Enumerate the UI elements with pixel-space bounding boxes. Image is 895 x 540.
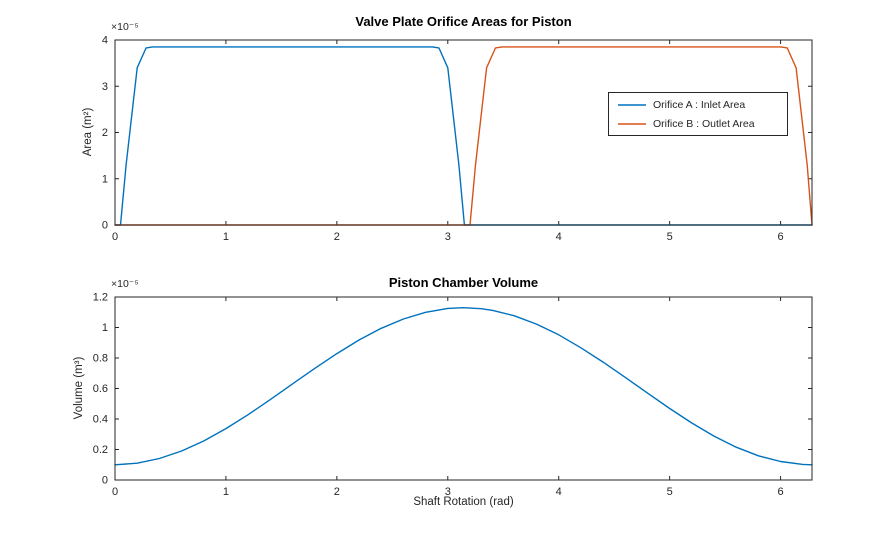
- x-tick-label: 2: [334, 486, 340, 498]
- y-tick-label: 0.6: [93, 383, 108, 395]
- volume-y-axis-label: Volume (m³): [73, 356, 85, 420]
- y-tick-label: 0.4: [93, 414, 108, 426]
- orifice-y-axis-label: Area (m²): [82, 107, 94, 157]
- series-line-0: [114, 46, 813, 226]
- y-tick-label: 2: [102, 127, 108, 139]
- series-line-0: [114, 307, 813, 466]
- orifice-area-chart: 0 1 2 3 4 5 6 0 1 2 3 4 Valve Plate Orifice Areas f…: [0, 0, 895, 265]
- x-tick-label: 4: [556, 486, 562, 498]
- x-tick-label: 1: [223, 486, 229, 498]
- y-tick-label: 0: [102, 220, 108, 232]
- y-tick-label: 1.2: [93, 292, 108, 304]
- x-axis-label: Shaft Rotation (rad): [413, 496, 514, 508]
- orifice-y-multiplier: ×10⁻⁵: [111, 21, 139, 33]
- x-tick-label: 3: [445, 486, 451, 498]
- x-tick-label: 0: [112, 486, 118, 498]
- outlet-legend-label: Orifice B : Outlet Area: [653, 117, 755, 130]
- axes-box: [114, 39, 813, 226]
- volume-chart-title: Piston Chamber Volume: [388, 275, 539, 290]
- x-tick-label: 2: [334, 231, 340, 243]
- legend[interactable]: Orifice A : Inlet Area Orifice B : Outle…: [608, 92, 788, 136]
- x-tick-label: 5: [667, 231, 673, 243]
- inlet-legend-label: Orifice A : Inlet Area: [653, 98, 746, 111]
- y-tick-label: 0.8: [93, 353, 108, 365]
- axes-box: [114, 296, 813, 481]
- x-tick-label: 5: [667, 486, 673, 498]
- x-tick-label: 4: [556, 231, 562, 243]
- legend-entry-outlet-area[interactable]: Orifice B : Outlet Area: [617, 116, 779, 131]
- x-tick-label: 1: [223, 231, 229, 243]
- y-tick-label: 1: [102, 173, 108, 185]
- y-tick-label: 0: [102, 475, 108, 487]
- y-tick-label: 3: [102, 81, 108, 93]
- x-tick-label: 6: [778, 486, 784, 498]
- y-tick-label: 1: [102, 322, 108, 334]
- y-tick-label: 0.2: [93, 444, 108, 456]
- chamber-volume-plot: 0 1 2 3 4 5 6 0 0.2 0.4 0.6 0.8 1 1.2: [93, 292, 813, 498]
- orifice-chart-title: Valve Plate Orifice Areas for Piston: [355, 14, 572, 29]
- series-line-1: [114, 46, 813, 226]
- volume-y-multiplier: ×10⁻⁵: [111, 278, 139, 290]
- x-tick-label: 3: [445, 231, 451, 243]
- x-tick-label: 0: [112, 231, 118, 243]
- x-tick-label: 6: [778, 231, 784, 243]
- legend-entry-inlet-area[interactable]: Orifice A : Inlet Area: [617, 97, 779, 112]
- outlet-line-sample-icon: [618, 122, 646, 125]
- plot-background: [115, 297, 812, 480]
- y-tick-label: 4: [102, 35, 108, 47]
- chamber-volume-chart: 0 1 2 3 4 5 6 0 0.2 0.4 0.6 0.8 1 1.2 Piston Chamber …: [0, 270, 895, 540]
- inlet-line-sample-icon: [618, 103, 646, 106]
